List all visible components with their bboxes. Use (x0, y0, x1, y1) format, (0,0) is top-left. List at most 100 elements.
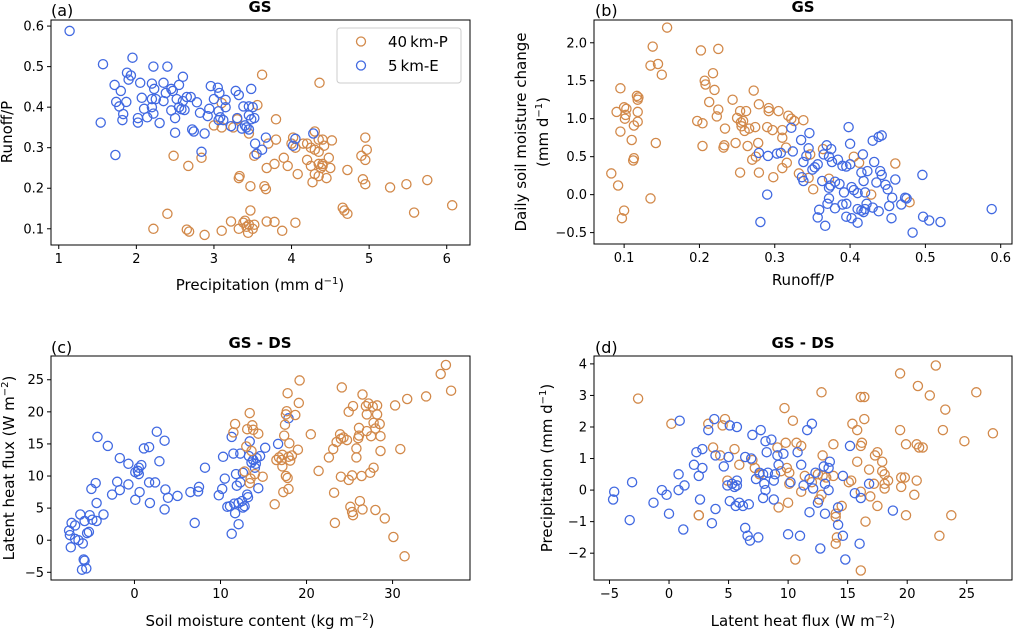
data-point-5km-e (65, 542, 77, 553)
data-point-5km-e (844, 440, 856, 452)
data-point-40km-p (233, 172, 245, 184)
data-point-5km-e (91, 515, 102, 527)
data-point-5km-e (867, 202, 878, 213)
panel-d-xtick-label: 15 (839, 587, 856, 602)
data-point-5km-e (158, 77, 169, 89)
data-point-5km-e (229, 507, 241, 519)
data-point-40km-p (645, 60, 656, 71)
data-point-5km-e (151, 426, 163, 437)
data-point-5km-e (162, 492, 174, 504)
data-point-5km-e (731, 475, 743, 486)
data-point-40km-p (719, 413, 731, 425)
data-point-5km-e (868, 156, 880, 168)
data-point-5km-e (63, 525, 75, 536)
panel-a-xtick-label: 6 (443, 252, 451, 267)
data-point-5km-e (114, 452, 126, 464)
data-point-5km-e (64, 529, 76, 541)
data-point-40km-p (361, 144, 373, 155)
data-point-5km-e (804, 506, 815, 518)
data-point-5km-e (233, 518, 244, 530)
data-point-5km-e (115, 85, 127, 97)
data-point-40km-p (882, 475, 894, 486)
data-point-40km-p (911, 439, 922, 450)
panel-b-xlabel: Runoff/P (772, 271, 834, 289)
data-point-40km-p (375, 430, 386, 442)
panel-a-frame (50, 19, 471, 246)
data-point-5km-e (710, 450, 721, 461)
data-point-40km-p (747, 454, 758, 466)
data-point-5km-e (148, 108, 159, 119)
data-point-40km-p (620, 109, 631, 121)
data-point-40km-p (830, 511, 841, 523)
panel-b-ylabel-main: (mm d (534, 118, 552, 167)
data-point-5km-e (679, 480, 690, 491)
data-point-40km-p (284, 455, 296, 466)
panel-a-label: (a) (51, 1, 73, 20)
panel-d-xlabel-close: ) (889, 612, 895, 630)
data-point-40km-p (699, 75, 710, 86)
panel-a-xlabel-close: ) (338, 276, 344, 294)
panel-c-ytick-label: 0 (36, 534, 44, 549)
data-point-40km-p (734, 167, 746, 178)
data-point-5km-e (697, 443, 708, 455)
data-point-40km-p (647, 41, 658, 52)
data-point-40km-p (855, 391, 867, 403)
data-point-40km-p (855, 486, 867, 497)
panel-d-xtick-label: 5 (724, 587, 732, 602)
data-point-40km-p (627, 155, 639, 166)
data-point-40km-p (283, 483, 294, 495)
panel-b-label: (b) (595, 1, 618, 20)
data-point-5km-e (762, 467, 774, 478)
data-point-40km-p (628, 120, 640, 131)
data-point-5km-e (747, 429, 758, 441)
data-point-40km-p (162, 208, 173, 220)
data-point-5km-e (852, 217, 863, 228)
data-point-5km-e (663, 508, 675, 519)
data-point-5km-e (782, 529, 794, 540)
data-point-5km-e (214, 87, 225, 99)
data-point-40km-p (661, 22, 673, 33)
panel-d-ytick-label: −1 (568, 515, 587, 530)
data-point-40km-p (360, 400, 372, 412)
data-point-5km-e (723, 451, 734, 463)
data-point-5km-e (823, 193, 835, 204)
panel-d-frame (593, 355, 1013, 581)
data-point-5km-e (769, 469, 781, 480)
data-point-40km-p (865, 189, 877, 200)
data-point-5km-e (807, 483, 819, 494)
panel-d-ylabel-sup: −1 (538, 390, 549, 405)
data-point-5km-e (159, 435, 170, 446)
data-point-40km-p (946, 510, 957, 521)
data-point-40km-p (249, 150, 260, 162)
panel-b-ylabel-close: ) (534, 97, 552, 103)
data-point-40km-p (695, 45, 707, 56)
panel-d: (d) GS - DS −5 0 5 10 15 20 25 −2 −1 0 1 2 3 4 Latent… (538, 334, 1013, 630)
data-point-5km-e (856, 167, 867, 178)
data-point-5km-e (849, 487, 861, 499)
data-point-40km-p (971, 387, 982, 398)
panel-b-frame (593, 19, 1013, 245)
data-point-40km-p (305, 160, 317, 172)
data-point-5km-e (824, 456, 836, 467)
data-point-40km-p (900, 439, 912, 450)
data-point-40km-p (611, 106, 622, 118)
data-point-40km-p (895, 481, 907, 493)
data-point-5km-e (132, 117, 144, 128)
data-point-40km-p (401, 393, 413, 405)
data-point-5km-e (92, 431, 103, 443)
data-point-40km-p (743, 123, 755, 134)
data-point-40km-p (621, 103, 632, 115)
data-point-5km-e (117, 114, 128, 126)
data-point-5km-e (794, 530, 806, 542)
data-point-5km-e (648, 497, 659, 508)
panel-c-xlabel: Soil moisture content (kg m−2) (145, 612, 374, 630)
data-point-40km-p (360, 178, 371, 190)
data-point-5km-e (98, 509, 109, 520)
data-point-5km-e (753, 532, 764, 543)
data-point-40km-p (879, 478, 890, 490)
data-point-40km-p (338, 432, 349, 443)
data-point-5km-e (212, 82, 224, 93)
data-point-40km-p (342, 164, 353, 176)
data-point-5km-e (823, 151, 835, 162)
data-point-40km-p (370, 504, 381, 516)
